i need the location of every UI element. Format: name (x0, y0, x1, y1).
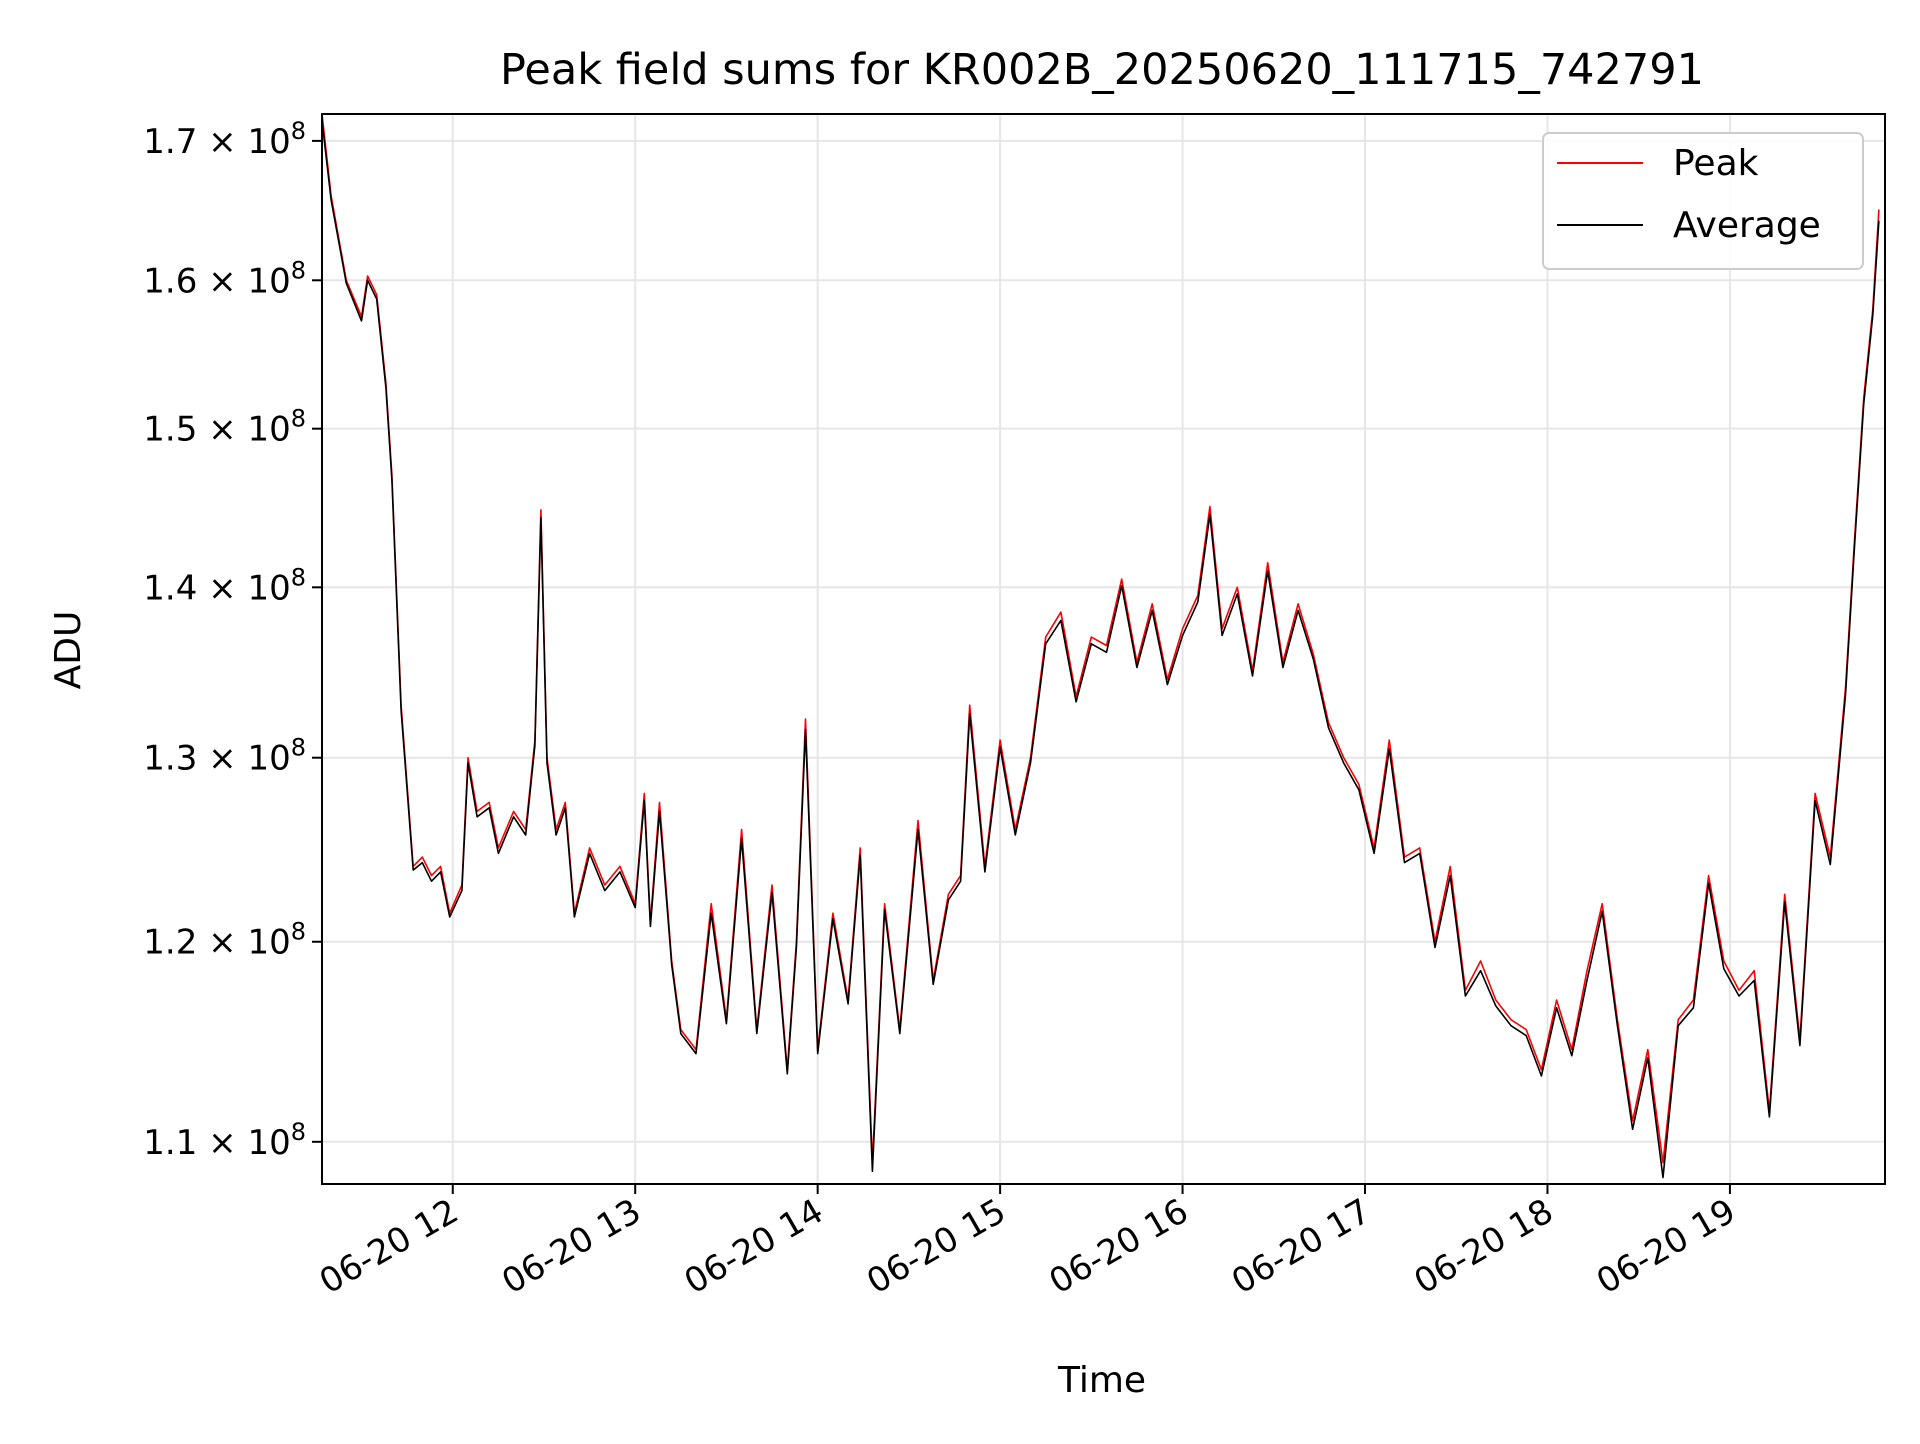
plot-area (322, 114, 1880, 1179)
legend: Peak Average (1542, 132, 1864, 270)
y-tick-label: 1.1 × 108 (143, 1118, 306, 1163)
x-tick-label: 06-20 19 (1590, 1191, 1742, 1302)
plot-frame (321, 113, 1886, 1185)
y-tick-label: 1.2 × 108 (143, 918, 306, 963)
gridlines (322, 114, 1885, 1184)
chart-title: Peak field sums for KR002B_20250620_1117… (500, 45, 1704, 95)
legend-box (1542, 132, 1864, 270)
y-axis: 1.1 × 108 1.2 × 108 1.3 × 108 1.4 × 108 1.5 … (143, 117, 322, 1163)
x-tick-label: 06-20 17 (1225, 1191, 1377, 1302)
series-line-average (322, 120, 1880, 1179)
x-tick-label: 06-20 16 (1043, 1191, 1195, 1302)
x-axis-label: Time (1057, 1360, 1146, 1401)
x-tick-label: 06-20 15 (860, 1191, 1012, 1302)
y-tick-label: 1.6 × 108 (143, 256, 306, 301)
y-tick-label: 1.7 × 108 (143, 117, 306, 162)
x-tick-label: 06-20 18 (1408, 1191, 1560, 1302)
x-tick-label: 06-20 13 (495, 1191, 647, 1302)
legend-label-average: Average (1673, 205, 1821, 246)
legend-label-peak: Peak (1673, 143, 1759, 184)
y-axis-label: ADU (48, 611, 89, 690)
y-tick-label: 1.3 × 108 (143, 734, 306, 779)
x-tick-label: 06-20 14 (678, 1191, 830, 1302)
x-axis: 06-20 12 06-20 13 06-20 14 06-20 15 06-20 16… (313, 1184, 1742, 1302)
series-line-peak (322, 114, 1880, 1164)
x-tick-label: 06-20 12 (313, 1191, 465, 1302)
y-tick-label: 1.5 × 108 (143, 405, 306, 450)
y-tick-label: 1.4 × 108 (143, 563, 306, 608)
